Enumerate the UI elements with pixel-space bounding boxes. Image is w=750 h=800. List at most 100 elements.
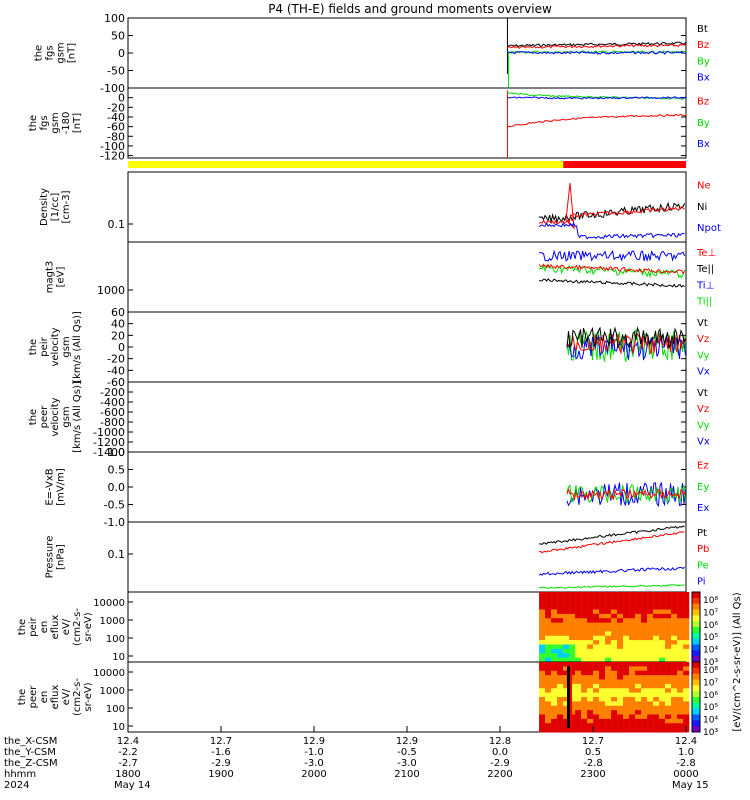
- colorbar-tick-label: 10⁴: [703, 716, 718, 726]
- peer-spectrogram-cell: [611, 662, 618, 667]
- peir-spectrogram-cell: [665, 592, 672, 597]
- peer-spectrogram-cell: [587, 697, 594, 702]
- peir-spectrogram-cell: [575, 609, 582, 615]
- peer-spectrogram-cell: [539, 683, 546, 689]
- peer-spectrogram-cell: [611, 670, 618, 676]
- peer-spectrogram-cell: [653, 718, 660, 724]
- peer-spectrogram-cell: [623, 683, 630, 689]
- fgs-zoom-panel-ylabel: fgs: [39, 115, 50, 130]
- peir-spectrogram-cell: [647, 627, 654, 632]
- colorbar-swatch: [692, 627, 700, 634]
- peir-spectrogram-cell: [587, 627, 594, 632]
- peir-spectrogram-cell: [599, 635, 606, 641]
- peir-spectrogram-cell: [581, 657, 588, 663]
- fgs-zoom-panel-legend-Bz: Bz: [697, 97, 709, 108]
- temperature-panel-ylabel: magt3: [45, 261, 56, 294]
- peir-spectrogram-cell: [545, 653, 552, 659]
- peer-spectrogram-cell: [647, 662, 654, 667]
- peir-spectrogram-cell: [551, 644, 558, 650]
- colorbar-swatch: [692, 726, 700, 733]
- peir-spectrogram-cell: [653, 618, 660, 624]
- peer-spectrogram-cell: [551, 688, 558, 694]
- peir-spectrogram-cell: [569, 592, 576, 597]
- peir-spectrogram-cell: [575, 631, 582, 637]
- colorbar-tick-label: 10⁷: [703, 678, 718, 688]
- peir-spectrogram-cell: [653, 657, 660, 663]
- peer-spectrogram-cell: [575, 692, 582, 698]
- fgs-panel-frame: [127, 17, 687, 89]
- peir-spectrogram-cell: [683, 635, 690, 641]
- peer-spectrogram-cell: [677, 662, 684, 667]
- colorbar-tick-label: 10³: [703, 658, 718, 668]
- peer-spectrogram-cell: [581, 683, 588, 689]
- peer-spectrogram-cell: [569, 662, 576, 667]
- peir-spectrogram-cell: [599, 657, 606, 663]
- temperature-panel-ylabel: [eV]: [56, 267, 67, 288]
- peer-spectrogram-cell: [587, 714, 594, 720]
- peer-spectrogram-cell: [647, 727, 654, 733]
- xaxis-value: 12.4: [675, 736, 697, 747]
- peer-spectrogram-cell: [677, 697, 684, 702]
- peir-spectrogram-cell: [683, 605, 690, 610]
- peir-spectrogram-cell: [683, 653, 690, 659]
- peir-spectrogram-cell: [545, 592, 552, 597]
- peer-spectrogram-cell: [683, 714, 690, 720]
- peer-spectrogram-cell: [575, 662, 582, 667]
- peer-spectrogram-cell: [545, 675, 552, 680]
- peer-spectrogram-cell: [599, 727, 606, 733]
- peir-spectrogram-cell: [545, 600, 552, 606]
- peir-spectrogram-cell: [683, 648, 690, 654]
- peer-spectrogram-cell: [557, 710, 564, 715]
- peer-spectrogram-cell: [671, 666, 678, 672]
- peer-spectrogram-cell: [623, 679, 630, 685]
- peir-spectrogram-cell: [557, 627, 564, 632]
- colorbar-swatch: [692, 679, 700, 686]
- peer-spectrogram-cell: [611, 710, 618, 715]
- peir-spectrogram-cell: [665, 640, 672, 645]
- peer-spectrogram-cell: [545, 718, 552, 724]
- peir-spectrogram-cell: [563, 627, 570, 632]
- peer-spectrogram-cell: [665, 679, 672, 685]
- peir-spectrogram-cell: [575, 618, 582, 624]
- peer-spectrogram-cell: [593, 701, 600, 707]
- peir-spectrogram-cell: [569, 613, 576, 619]
- pressure-panel-ylabel: Pressure: [45, 536, 56, 579]
- peir-spectrogram-ylabel: peir: [28, 616, 39, 636]
- peir-spectrogram-cell: [557, 600, 564, 606]
- peer-spectrogram-cell: [641, 692, 648, 698]
- colorbar-swatch: [692, 609, 700, 616]
- density-panel-ylabel: [cm-3]: [61, 190, 72, 223]
- peir-spectrogram-cell: [635, 653, 642, 659]
- efield-panel-legend-Ez: Ez: [697, 461, 709, 472]
- peir-spectrogram-cell: [665, 622, 672, 628]
- peir-spectrogram-cell: [599, 609, 606, 615]
- peer-spectrogram-cell: [629, 675, 636, 680]
- peer-spectrogram-cell: [599, 683, 606, 689]
- peer-spectrogram-cell: [545, 723, 552, 729]
- peir-spectrogram-cell: [665, 618, 672, 624]
- peir-spectrogram-cell: [539, 592, 546, 597]
- peer-spectrogram-cell: [659, 697, 666, 702]
- peir-spectrogram-cell: [581, 618, 588, 624]
- peer-spectrogram-cell: [539, 662, 546, 667]
- peir-spectrogram-cell: [539, 648, 546, 654]
- peir-spectrogram-cell: [563, 605, 570, 610]
- peer-spectrogram-cell: [551, 666, 558, 672]
- peir-spectrogram-cell: [635, 600, 642, 606]
- peer-spectrogram-cell: [557, 683, 564, 689]
- peir-spectrogram-cell: [551, 592, 558, 597]
- peir-spectrogram-cell: [581, 640, 588, 645]
- xaxis-value: May 14: [114, 780, 151, 791]
- peer-spectrogram-cell: [677, 688, 684, 694]
- peer-spectrogram-cell: [575, 675, 582, 680]
- peir-spectrogram-cell: [617, 618, 624, 624]
- xaxis-value: 2100: [394, 769, 419, 780]
- peir-spectrogram-cell: [545, 622, 552, 628]
- peer-spectrogram-cell: [581, 723, 588, 729]
- pressure-panel-legend-Pt: Pt: [697, 528, 707, 539]
- xaxis-value: 12.7: [210, 736, 232, 747]
- peer-spectrogram-cell: [665, 714, 672, 720]
- peer-spectrogram-cell: [605, 718, 612, 724]
- peir-velocity-panel-ytick-label: -40: [107, 364, 125, 377]
- peir-spectrogram-cell: [569, 618, 576, 624]
